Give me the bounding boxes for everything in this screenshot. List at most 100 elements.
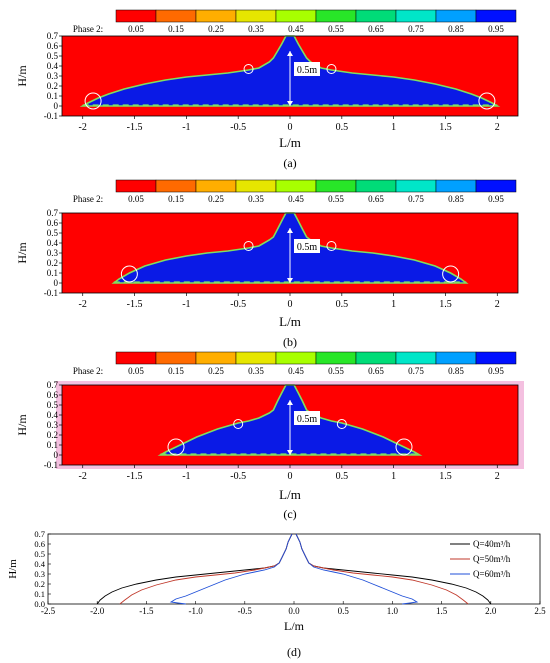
- y-tick-label: 0.6: [47, 41, 59, 51]
- colorbar-label: 0.35: [248, 24, 264, 34]
- x-tick-label: -2.0: [90, 606, 105, 616]
- x-tick-label: 0: [288, 299, 293, 310]
- colorbar-label: 0.15: [168, 24, 184, 34]
- dimension-label: 0.5m: [297, 65, 318, 76]
- colorbar-swatch: [315, 9, 357, 23]
- x-tick-label: 2: [495, 471, 500, 482]
- highlight-circle: [84, 92, 102, 110]
- arrow-head-down: [287, 278, 293, 283]
- y-tick-label: 0.5: [47, 51, 59, 61]
- dimension-label: 0.5m: [297, 414, 318, 425]
- colorbar-label: 0.75: [408, 366, 424, 376]
- y-tick-label: 0.5: [47, 400, 59, 410]
- x-axis-label: L/m: [279, 135, 301, 150]
- y-tick-label: 0.6: [47, 390, 59, 400]
- highlight-circle: [243, 64, 254, 74]
- panel-caption: (b): [283, 335, 297, 349]
- colorbar-swatch: [195, 351, 237, 365]
- x-axis-label: L/m: [279, 314, 301, 329]
- dimension-label-box: [294, 411, 320, 425]
- panel-1: 0.5m-0.100.10.20.30.40.50.60.7-2 -1.5 -1 -0…: [15, 31, 519, 170]
- dimension-label-box: [294, 239, 320, 253]
- colorbar-label: 0.85: [448, 24, 464, 34]
- colorbar-title: Phase 2:: [73, 194, 103, 204]
- x-tick-label: 0.5: [336, 299, 349, 310]
- highlight-circle: [233, 419, 244, 429]
- colorbar-label: 0.45: [288, 24, 304, 34]
- x-tick-label: -1: [182, 299, 190, 310]
- colorbar-swatch: [435, 351, 477, 365]
- x-tick-label: -1: [182, 122, 190, 133]
- series-line-left: [119, 533, 293, 605]
- highlight-circle: [120, 265, 138, 283]
- series-line-right: [295, 533, 469, 605]
- y-tick-label: 0.3: [34, 569, 45, 579]
- y-tick-label: 0.1: [47, 440, 58, 450]
- x-tick-label: -2: [79, 471, 87, 482]
- y-tick-label: 0.1: [34, 589, 45, 599]
- x-tick-label: 0.5: [336, 122, 349, 133]
- x-tick-label: 2.5: [534, 606, 546, 616]
- y-tick-label: 0.0: [34, 599, 45, 609]
- x-tick-label: -1.5: [127, 122, 143, 133]
- colorbar-label: 0.15: [168, 194, 184, 204]
- colorbar-swatch: [355, 9, 397, 23]
- colorbar-label: 0.15: [168, 366, 184, 376]
- y-tick-label: 0.5: [34, 549, 45, 559]
- legend-label: Q=50m³/h: [473, 554, 511, 564]
- colorbar-swatch: [475, 9, 517, 23]
- x-tick-label: 2.0: [485, 606, 497, 616]
- colorbar-swatch: [395, 179, 437, 193]
- x-tick-label: -1.5: [139, 606, 154, 616]
- x-tick-label: -2: [79, 299, 87, 310]
- colorbar-swatch: [475, 179, 517, 193]
- x-tick-label: -1: [182, 471, 190, 482]
- y-tick-label: 0.6: [47, 218, 59, 228]
- highlight-circle: [442, 265, 460, 283]
- panel-caption: (a): [283, 156, 296, 170]
- y-tick-label: 0.2: [34, 579, 45, 589]
- y-tick-label: 0.7: [34, 529, 45, 539]
- colorbar-label: 0.75: [408, 194, 424, 204]
- legend-label: Q=60m³/h: [473, 569, 511, 579]
- heatmap-panels: 0.5m-0.100.10.20.30.40.50.60.7-2 -1.5 -1 -0…: [15, 31, 524, 521]
- arrow-head-down: [287, 101, 293, 106]
- y-tick-label: 0.4: [34, 559, 45, 569]
- y-tick-label: 0.4: [47, 61, 59, 71]
- legend-label: Q=40m³/h: [473, 539, 511, 549]
- x-tick-label: -0.5: [230, 122, 246, 133]
- colorbar-swatch: [155, 179, 197, 193]
- y-tick-label: 0.1: [47, 91, 58, 101]
- y-tick-label: 0.5: [47, 228, 59, 238]
- colorbar-label: 0.05: [128, 24, 144, 34]
- colorbar-swatch: [395, 351, 437, 365]
- x-tick-label: 0.0: [288, 606, 300, 616]
- dimension-label: 0.5m: [297, 242, 318, 253]
- x-tick-label: 1.5: [439, 299, 452, 310]
- highlight-circle: [326, 64, 337, 74]
- colorbar-swatch: [355, 179, 397, 193]
- x-tick-label: 2: [495, 299, 500, 310]
- colorbar-label: 0.95: [488, 24, 504, 34]
- colorbar-label: 0.85: [448, 194, 464, 204]
- colorbar-swatch: [235, 351, 277, 365]
- panel-3: 0.5m-0.100.10.20.30.40.50.60.7-2 -1.5 -1 -0…: [15, 380, 524, 521]
- y-tick-label: 0.2: [47, 81, 58, 91]
- x-tick-label: 1.5: [439, 122, 452, 133]
- colorbar-swatch: [275, 9, 317, 23]
- highlight-circle: [167, 438, 185, 456]
- legend: Q=40m³/h Q=50m³/h Q=60m³/h: [450, 539, 511, 579]
- colorbar-title: Phase 2:: [73, 366, 103, 376]
- colorbar-label: 0.45: [288, 194, 304, 204]
- colorbar-swatch: [235, 179, 277, 193]
- series-line-right: [295, 533, 419, 605]
- line-chart: 0.00.10.20.30.40.50.60.7-2.5 -2.0 -1.5 -1.0…: [7, 529, 546, 659]
- y-tick-label: 0.3: [47, 248, 59, 258]
- colorbar-swatch: [435, 179, 477, 193]
- panel-caption: (d): [287, 645, 301, 659]
- colorbar-label: 0.35: [248, 194, 264, 204]
- y-tick-label: 0: [54, 101, 59, 111]
- x-axis-label: L/m: [284, 619, 305, 633]
- x-tick-label: 2: [495, 122, 500, 133]
